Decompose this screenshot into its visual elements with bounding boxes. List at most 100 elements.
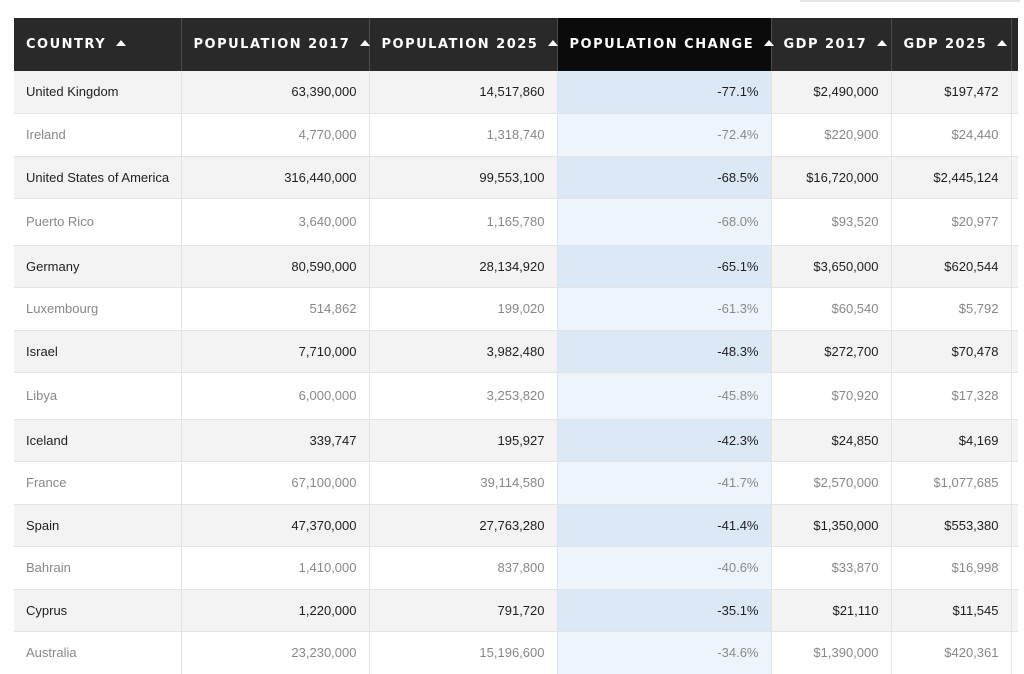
cell-gdp-2025: $197,472 xyxy=(891,71,1012,114)
cell-population-2017: 514,862 xyxy=(181,287,370,331)
table-body: United Kingdom 63,390,000 14,517,860 -77.1%… xyxy=(14,71,1018,674)
table-row[interactable]: Spain 47,370,000 27,763,280 -41.4% $1,350,00… xyxy=(14,504,1018,547)
cell-country: Spain xyxy=(14,504,182,547)
cell-gdp-2025: $2,445,124 xyxy=(891,156,1012,199)
cell-population-change: -42.3% xyxy=(557,419,772,462)
cell-population-2025: 39,114,580 xyxy=(369,461,558,505)
table-row[interactable]: United States of America 316,440,000 99,55… xyxy=(14,156,1018,199)
cell-gdp-2017: $272,700 xyxy=(771,330,892,373)
cell-overflow xyxy=(1011,71,1018,114)
column-header-label: GDP 2025 xyxy=(903,37,988,52)
cell-overflow xyxy=(1011,461,1018,505)
cell-country: Bahrain xyxy=(14,546,182,590)
cell-overflow xyxy=(1011,504,1018,547)
cell-population-change: -35.1% xyxy=(557,589,772,632)
cell-population-change: -48.3% xyxy=(557,330,772,373)
cell-population-change: -72.4% xyxy=(557,113,772,157)
column-header-population-2025[interactable]: POPULATION 2025 xyxy=(369,18,559,71)
cell-gdp-2017: $24,850 xyxy=(771,419,892,462)
cell-overflow xyxy=(1011,245,1018,288)
header-row: COUNTRY POPULATION 2017 POPULATION 2025 … xyxy=(14,18,1018,71)
table-row[interactable]: Germany 80,590,000 28,134,920 -65.1% $3,650,… xyxy=(14,245,1018,288)
cell-population-change: -40.6% xyxy=(557,546,772,590)
table-row[interactable]: Luxembourg 514,862 199,020 -61.3% $60,540 $5,… xyxy=(14,287,1018,331)
cell-gdp-2025: $5,792 xyxy=(891,287,1012,331)
cell-population-change: -68.0% xyxy=(557,198,772,246)
table-row[interactable]: United Kingdom 63,390,000 14,517,860 -77.1%… xyxy=(14,71,1018,114)
cell-gdp-2017: $60,540 xyxy=(771,287,892,331)
table-row[interactable]: Puerto Rico 3,640,000 1,165,780 -68.0% $93,5… xyxy=(14,198,1018,246)
cell-gdp-2025: $553,380 xyxy=(891,504,1012,547)
cell-overflow xyxy=(1011,330,1018,373)
column-header-country[interactable]: COUNTRY xyxy=(14,18,182,71)
cell-gdp-2025: $70,478 xyxy=(891,330,1012,373)
cell-population-2025: 195,927 xyxy=(369,419,558,462)
table-row[interactable]: France 67,100,000 39,114,580 -41.7% $2,570,0… xyxy=(14,461,1018,505)
cell-gdp-2025: $4,169 xyxy=(891,419,1012,462)
cell-overflow xyxy=(1011,419,1018,462)
sort-ascending-icon xyxy=(116,40,127,46)
cell-overflow xyxy=(1011,287,1018,331)
column-header-label: POPULATION 2025 xyxy=(381,37,539,52)
population-gdp-table: COUNTRY POPULATION 2017 POPULATION 2025 … xyxy=(14,18,1018,674)
cell-population-2025: 28,134,920 xyxy=(369,245,558,288)
cell-gdp-2017: $1,350,000 xyxy=(771,504,892,547)
cell-overflow xyxy=(1011,372,1018,420)
cell-gdp-2025: $420,361 xyxy=(891,631,1012,674)
cell-population-2017: 67,100,000 xyxy=(181,461,370,505)
column-header-population-change[interactable]: POPULATION CHANGE xyxy=(557,18,775,71)
cell-population-change: -34.6% xyxy=(557,631,772,674)
cell-population-2017: 4,770,000 xyxy=(181,113,370,157)
table-row[interactable]: Cyprus 1,220,000 791,720 -35.1% $21,110 $11,5… xyxy=(14,589,1018,632)
cell-gdp-2025: $24,440 xyxy=(891,113,1012,157)
table-row[interactable]: Australia 23,230,000 15,196,600 -34.6% $1,39… xyxy=(14,631,1018,674)
cell-population-change: -68.5% xyxy=(557,156,772,199)
column-header-overflow xyxy=(1011,18,1018,71)
table-row[interactable]: Ireland 4,770,000 1,318,740 -72.4% $220,900 $… xyxy=(14,113,1018,157)
cell-gdp-2025: $11,545 xyxy=(891,589,1012,632)
cell-gdp-2017: $1,390,000 xyxy=(771,631,892,674)
table-header: COUNTRY POPULATION 2017 POPULATION 2025 … xyxy=(14,18,1018,71)
table-row[interactable]: Bahrain 1,410,000 837,800 -40.6% $33,870 $16,… xyxy=(14,546,1018,590)
cell-population-change: -45.8% xyxy=(557,372,772,420)
sort-ascending-icon xyxy=(877,40,888,46)
cell-gdp-2025: $17,328 xyxy=(891,372,1012,420)
cell-population-2025: 791,720 xyxy=(369,589,558,632)
cell-population-change: -41.4% xyxy=(557,504,772,547)
cell-gdp-2025: $20,977 xyxy=(891,198,1012,246)
cell-population-2017: 339,747 xyxy=(181,419,370,462)
cell-population-change: -77.1% xyxy=(557,71,772,114)
column-header-gdp-2017[interactable]: GDP 2017 xyxy=(771,18,892,71)
cell-gdp-2025: $16,998 xyxy=(891,546,1012,590)
table-row[interactable]: Iceland 339,747 195,927 -42.3% $24,850 $4,169 xyxy=(14,419,1018,462)
cell-gdp-2017: $2,570,000 xyxy=(771,461,892,505)
table-row[interactable]: Libya 6,000,000 3,253,820 -45.8% $70,920 $17,… xyxy=(14,372,1018,420)
cell-population-change: -65.1% xyxy=(557,245,772,288)
cell-country: United Kingdom xyxy=(14,71,182,114)
cell-population-2025: 1,165,780 xyxy=(369,198,558,246)
sort-ascending-icon xyxy=(548,40,559,46)
column-header-gdp-2025[interactable]: GDP 2025 xyxy=(891,18,1012,71)
cell-population-2025: 1,318,740 xyxy=(369,113,558,157)
cell-gdp-2025: $620,544 xyxy=(891,245,1012,288)
cell-gdp-2017: $93,520 xyxy=(771,198,892,246)
cell-country: Israel xyxy=(14,330,182,373)
top-edge-strip xyxy=(800,0,1020,2)
cell-overflow xyxy=(1011,589,1018,632)
cell-population-2017: 3,640,000 xyxy=(181,198,370,246)
cell-gdp-2017: $220,900 xyxy=(771,113,892,157)
column-header-population-2017[interactable]: POPULATION 2017 xyxy=(181,18,371,71)
cell-overflow xyxy=(1011,113,1018,157)
cell-population-2017: 1,220,000 xyxy=(181,589,370,632)
cell-population-2025: 14,517,860 xyxy=(369,71,558,114)
table-row[interactable]: Israel 7,710,000 3,982,480 -48.3% $272,700 $7… xyxy=(14,330,1018,373)
cell-population-2017: 316,440,000 xyxy=(181,156,370,199)
cell-population-2017: 23,230,000 xyxy=(181,631,370,674)
cell-overflow xyxy=(1011,156,1018,199)
column-header-label: COUNTRY xyxy=(26,37,107,52)
cell-gdp-2025: $1,077,685 xyxy=(891,461,1012,505)
cell-country: Puerto Rico xyxy=(14,198,182,246)
cell-population-2017: 80,590,000 xyxy=(181,245,370,288)
cell-overflow xyxy=(1011,198,1018,246)
